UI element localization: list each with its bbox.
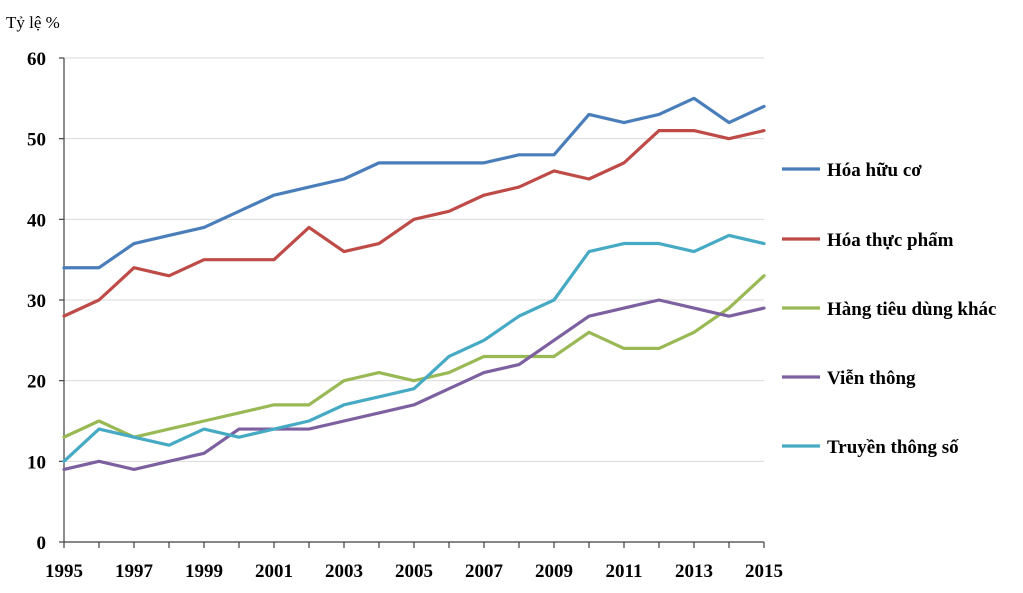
legend: Hóa hữu cơ Hóa thực phẩm Hàng tiêu dùng kh…: [782, 160, 996, 458]
series-line-1: [62, 96, 766, 270]
x-tick-label: 2013: [675, 561, 713, 582]
y-tick-label: 50: [27, 130, 46, 151]
x-tick-label: 2007: [465, 561, 504, 582]
x-tick-label: 2001: [255, 561, 293, 582]
y-tick-label: 40: [27, 210, 46, 231]
legend-label: Viễn thông: [827, 368, 916, 389]
x-tick-label: 2005: [395, 561, 433, 582]
x-tick-label: 2011: [606, 561, 643, 582]
y-tick-label: 30: [27, 291, 46, 312]
gridlines: [64, 57, 764, 462]
y-tick-label: 10: [27, 452, 46, 473]
series-lines: [62, 96, 766, 471]
y-axis-label: Tỷ lệ %: [6, 13, 60, 32]
legend-label: Hóa thực phẩm: [827, 230, 954, 251]
x-tick-label: 1995: [45, 561, 83, 582]
y-tick-label: 20: [27, 372, 46, 393]
series-line-5: [62, 233, 766, 463]
x-tick-label: 2009: [535, 561, 573, 582]
legend-label: Hóa hữu cơ: [827, 160, 922, 181]
x-tick-labels: 1995 1997 1999 2001 2003 2005 2007 2009 2011 2013…: [45, 561, 783, 582]
y-tick-label: 60: [27, 49, 46, 70]
y-tick-labels: 0 10 20 30 40 50 60: [27, 49, 46, 554]
x-tick-label: 1997: [115, 561, 154, 582]
series-line-4: [62, 298, 766, 471]
x-tick-label: 1999: [185, 561, 223, 582]
y-tick-label: 0: [37, 533, 47, 554]
x-tick-label: 2015: [745, 561, 783, 582]
x-tick-label: 2003: [325, 561, 363, 582]
series-line-2: [62, 129, 766, 318]
legend-label: Truyền thông số: [827, 437, 959, 458]
legend-label: Hàng tiêu dùng khác: [827, 299, 996, 320]
series-line-3: [62, 274, 766, 439]
